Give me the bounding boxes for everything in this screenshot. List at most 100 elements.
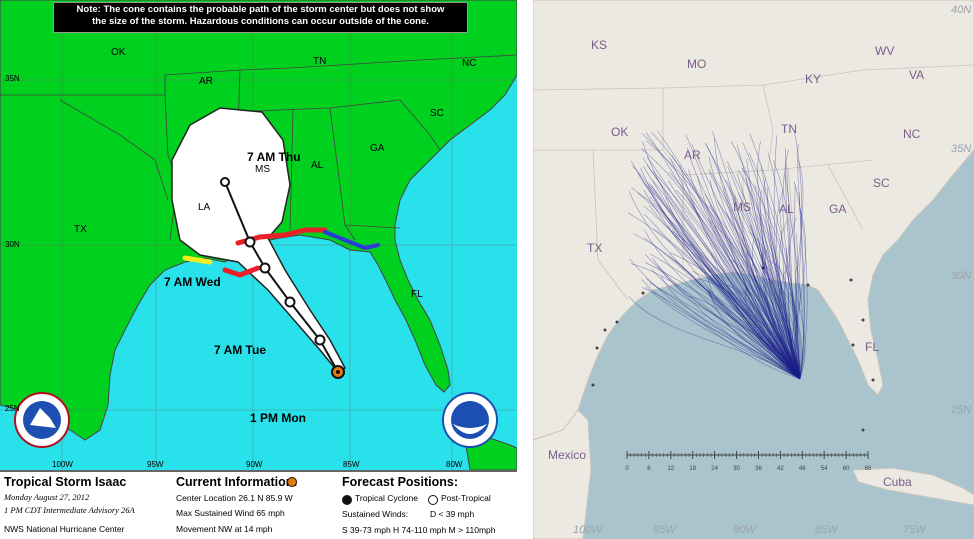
state-label-ms: MS (255, 164, 270, 175)
state-label-ar: AR (684, 148, 701, 162)
state-label-tn: TN (313, 56, 327, 67)
state-borders (533, 64, 974, 301)
ensemble-track-line (737, 170, 801, 380)
ensemble-track-line (746, 252, 801, 380)
current-position-icon (287, 477, 297, 487)
ensemble-track-line (642, 141, 801, 380)
state-label-al: AL (779, 202, 794, 216)
lat-label-35n: 35N (5, 74, 20, 83)
ensemble-track-line (785, 147, 801, 380)
ensemble-track-line (648, 282, 801, 380)
lon-label-85w: 85W (343, 460, 360, 469)
ensemble-track-line (731, 260, 801, 380)
ensemble-track-line (738, 192, 801, 380)
scale-tick-label: 42 (777, 466, 784, 472)
ensemble-track-line (631, 187, 801, 380)
ensemble-track-line (629, 258, 801, 380)
storm-date: Monday August 27, 2012 (4, 492, 90, 502)
ensemble-track-line (769, 260, 801, 380)
ensemble-track-line (788, 292, 801, 380)
state-label-tx: TX (587, 241, 603, 255)
ensemble-track-line (763, 177, 801, 380)
ensemble-track-line (750, 225, 801, 380)
ensemble-track-line (793, 130, 803, 380)
ensemble-track-line (761, 247, 801, 380)
ensemble-track-line (668, 255, 801, 380)
ensemble-track-line (704, 142, 801, 380)
cities (591, 266, 875, 432)
scale-tick-label: 66 (865, 466, 872, 472)
ensemble-track-line (758, 238, 801, 380)
ensemble-track-line (650, 253, 801, 380)
ensemble-track-line (795, 281, 801, 380)
ensemble-track-line (643, 213, 801, 380)
ensemble-track-line (709, 290, 801, 380)
ensemble-track-line (729, 187, 801, 380)
state-label-ks: KS (591, 38, 608, 52)
ensemble-track-line (709, 172, 801, 380)
state-label-fl: FL (865, 340, 880, 354)
current-info-heading: Current Information: (176, 475, 298, 489)
tropical-cyclone-icon (342, 495, 352, 505)
us-land (533, 0, 974, 441)
tropical-cyclone-label: Tropical Cyclone (355, 493, 418, 503)
scale-tick-label: 12 (667, 466, 674, 472)
ensemble-track-line (651, 268, 801, 380)
ensemble-track-line (765, 285, 801, 380)
ensemble-track-line (643, 181, 801, 380)
ensemble-track-line (752, 238, 801, 380)
state-label-ok: OK (111, 47, 126, 58)
lat-label-30n: 30N (5, 240, 20, 249)
ensemble-track-line (717, 283, 801, 380)
ensemble-track-line (657, 265, 801, 380)
ensemble-track-line (689, 279, 801, 380)
ensemble-track-line (643, 205, 801, 380)
ensemble-track-line (761, 213, 801, 380)
post-tropical-icon (428, 495, 438, 505)
ensemble-track-line (675, 260, 801, 380)
forecast-label-mon: 1 PM Mon (250, 411, 306, 425)
ensemble-track-line (741, 167, 801, 380)
ensemble-track-line (708, 276, 801, 380)
ensemble-track-line (733, 198, 801, 380)
ensemble-track-line (689, 241, 801, 380)
ensemble-track-line (745, 177, 801, 380)
ensemble-track-line (647, 185, 801, 380)
ensemble-track-line (707, 294, 801, 380)
ensemble-track-line (764, 250, 801, 380)
ensemble-track-line (778, 266, 801, 380)
ensemble-track-line (642, 157, 801, 380)
ensemble-track-line (749, 133, 801, 380)
forecast-label-wed: 7 AM Wed (164, 275, 221, 289)
ensemble-track-line (759, 262, 801, 380)
wind-range-d: D < 39 mph (430, 509, 475, 519)
state-label-ms: MS (733, 200, 751, 214)
ensemble-track-line (641, 287, 801, 380)
ensemble-track-line (687, 147, 801, 380)
ensemble-track-line (708, 217, 801, 380)
ensemble-track-line (776, 188, 801, 380)
scale-tick-label: 54 (821, 466, 828, 472)
state-label-nc: NC (462, 58, 477, 69)
ensemble-track-line (710, 253, 801, 380)
ensemble-track-line (657, 130, 801, 380)
state-label-fl: FL (411, 289, 423, 300)
nws-logo (14, 392, 70, 448)
ensemble-track-line (760, 165, 801, 380)
storm-info-panel: Tropical Storm Isaac Monday August 27, 2… (0, 470, 517, 539)
note-line-1: Note: The cone contains the probable pat… (76, 4, 445, 15)
ensemble-track-line (773, 160, 801, 380)
sustained-winds-label: Sustained Winds: (342, 509, 409, 519)
ensemble-track-line (723, 186, 801, 380)
scale-tick-label: 24 (711, 466, 718, 472)
center-location: Center Location 26.1 N 85.9 W (176, 493, 293, 503)
ensemble-track-line (685, 134, 801, 380)
ensemble-track-line (773, 135, 801, 380)
ensemble-track-line (794, 185, 801, 380)
ensemble-track-line (713, 225, 801, 380)
scale-tick-label: 60 (843, 466, 850, 472)
state-label-sc: SC (430, 108, 444, 119)
ensemble-track-line (767, 187, 801, 380)
lat-label-25n: 25N (951, 404, 972, 416)
ensemble-track-line (630, 263, 801, 380)
